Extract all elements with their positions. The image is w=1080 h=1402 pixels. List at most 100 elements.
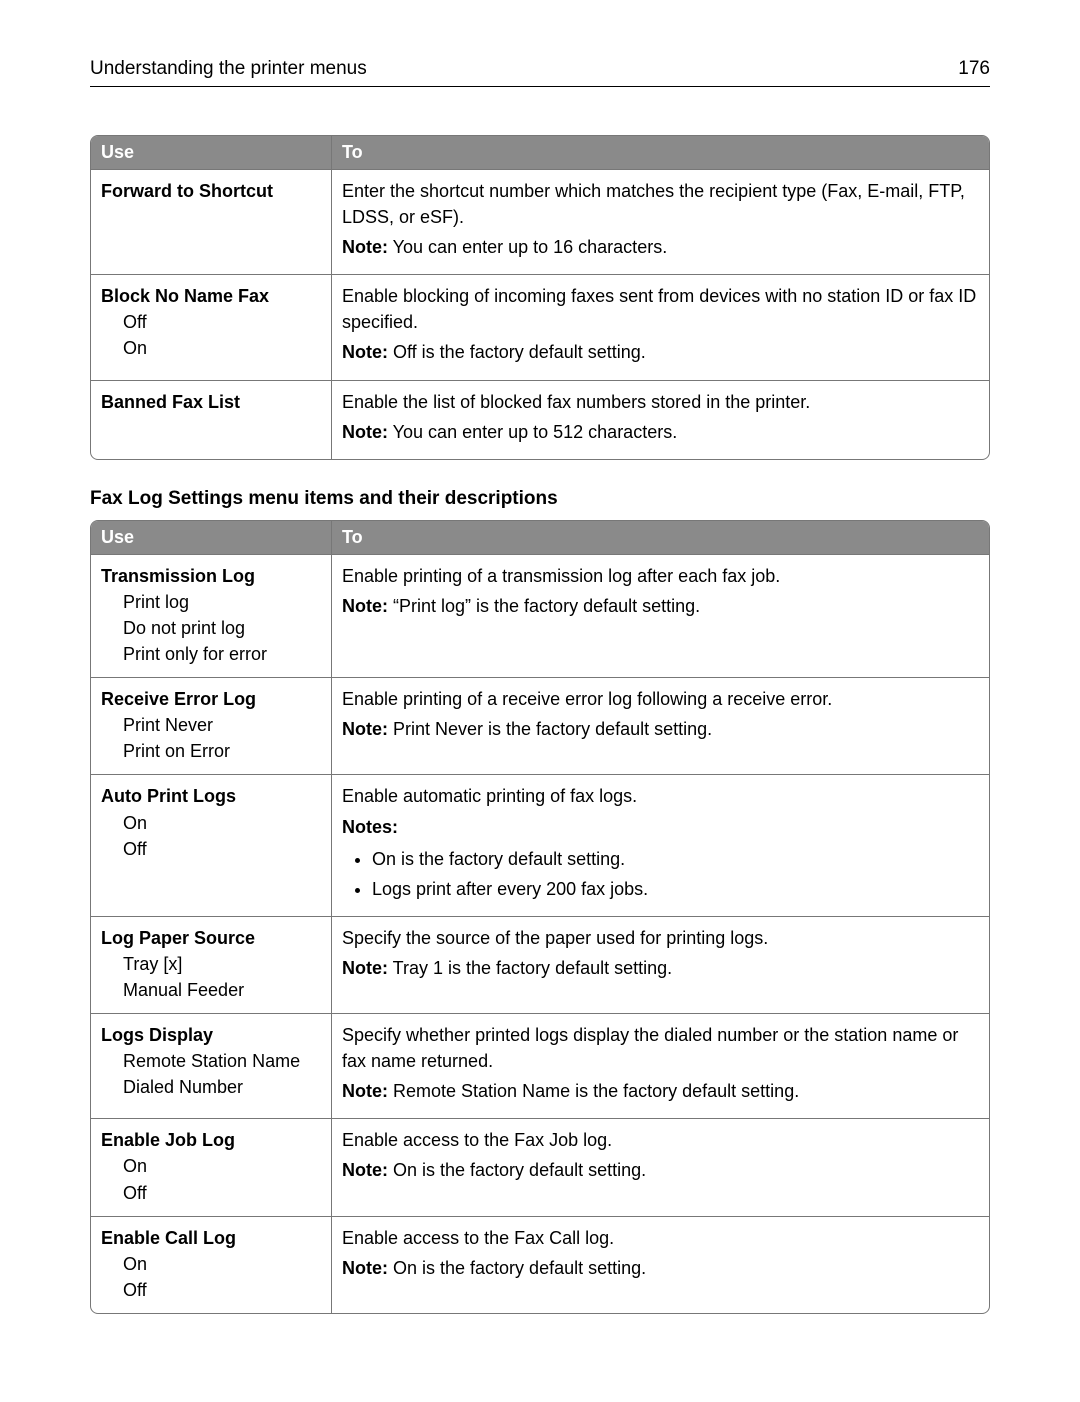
notes-bullets: On is the factory default setting. Logs p… xyxy=(342,846,979,902)
setting-option: Off xyxy=(123,1180,321,1206)
table-2-header-to: To xyxy=(331,521,989,554)
setting-option: On xyxy=(123,810,321,836)
note-line: Note: “Print log” is the factory default… xyxy=(342,593,979,619)
table-1-header-use: Use xyxy=(91,136,331,169)
description-text: Enable printing of a receive error log f… xyxy=(342,686,979,712)
setting-option: Print Never xyxy=(123,712,321,738)
table-1-header-to: To xyxy=(331,136,989,169)
description-cell: Enable access to the Fax Call log. Note: … xyxy=(331,1216,989,1313)
description-cell: Enter the shortcut number which matches … xyxy=(331,169,989,274)
description-text: Enable blocking of incoming faxes sent f… xyxy=(342,283,979,335)
note-label: Note: xyxy=(342,1081,388,1101)
table-row: Enable Job LogOnOffEnable access to the … xyxy=(91,1118,989,1215)
description-text: Enter the shortcut number which matches … xyxy=(342,178,979,230)
setting-option: Off xyxy=(123,1277,321,1303)
note-label: Note: xyxy=(342,958,388,978)
table-row: Receive Error LogPrint NeverPrint on Err… xyxy=(91,677,989,774)
table-2: Use To Transmission LogPrint logDo not p… xyxy=(90,520,990,1314)
setting-name: Logs Display xyxy=(101,1022,321,1048)
description-text: Specify whether printed logs display the… xyxy=(342,1022,979,1074)
setting-name: Transmission Log xyxy=(101,563,321,589)
table-row: Log Paper SourceTray [x]Manual FeederSpe… xyxy=(91,916,989,1013)
setting-option: On xyxy=(123,1251,321,1277)
note-text: On is the factory default setting. xyxy=(388,1160,646,1180)
setting-options: OffOn xyxy=(101,309,321,361)
description-text: Enable printing of a transmission log af… xyxy=(342,563,979,589)
setting-cell: Block No Name FaxOffOn xyxy=(91,274,331,379)
note-line: Note: Print Never is the factory default… xyxy=(342,716,979,742)
notes-label: Notes: xyxy=(342,814,979,840)
setting-option: On xyxy=(123,1153,321,1179)
note-label: Note: xyxy=(342,1160,388,1180)
note-text: On is the factory default setting. xyxy=(388,1258,646,1278)
setting-option: Do not print log xyxy=(123,615,321,641)
description-cell: Enable automatic printing of fax logs. No… xyxy=(331,774,989,915)
note-bullet: Logs print after every 200 fax jobs. xyxy=(372,876,979,902)
table-row: Block No Name FaxOffOnEnable blocking of… xyxy=(91,274,989,379)
note-label: Note: xyxy=(342,422,388,442)
description-cell: Enable printing of a receive error log f… xyxy=(331,677,989,774)
table-2-header-use: Use xyxy=(91,521,331,554)
page-title: Understanding the printer menus xyxy=(90,58,367,80)
setting-option: Manual Feeder xyxy=(123,977,321,1003)
setting-name: Banned Fax List xyxy=(101,389,321,415)
setting-option: Print only for error xyxy=(123,641,321,667)
setting-options: Print logDo not print logPrint only for … xyxy=(101,589,321,667)
description-cell: Specify the source of the paper used for… xyxy=(331,916,989,1013)
page: Understanding the printer menus 176 Use … xyxy=(0,0,1080,1402)
setting-option: Tray [x] xyxy=(123,951,321,977)
description-text: Enable automatic printing of fax logs. xyxy=(342,783,979,809)
description-text: Enable the list of blocked fax numbers s… xyxy=(342,389,979,415)
note-label: Note: xyxy=(342,1258,388,1278)
setting-option: On xyxy=(123,335,321,361)
setting-option: Print log xyxy=(123,589,321,615)
setting-name: Auto Print Logs xyxy=(101,783,321,809)
setting-cell: Auto Print LogsOnOff xyxy=(91,774,331,915)
setting-name: Enable Call Log xyxy=(101,1225,321,1251)
note-line: Note: Remote Station Name is the factory… xyxy=(342,1078,979,1104)
table-row: Transmission LogPrint logDo not print lo… xyxy=(91,554,989,677)
description-text: Enable access to the Fax Call log. xyxy=(342,1225,979,1251)
page-header: Understanding the printer menus 176 xyxy=(90,58,990,87)
setting-options: OnOff xyxy=(101,1153,321,1205)
table-row: Forward to Shortcut Enter the shortcut nu… xyxy=(91,169,989,274)
note-label: Note: xyxy=(342,596,388,616)
note-label: Note: xyxy=(342,237,388,257)
description-cell: Specify whether printed logs display the… xyxy=(331,1013,989,1118)
setting-option: Dialed Number xyxy=(123,1074,321,1100)
note-text: You can enter up to 16 characters. xyxy=(388,237,667,257)
note-text: Remote Station Name is the factory defau… xyxy=(388,1081,799,1101)
setting-cell: Logs DisplayRemote Station NameDialed Nu… xyxy=(91,1013,331,1118)
section-title-fax-log: Fax Log Settings menu items and their de… xyxy=(90,488,990,510)
description-cell: Enable the list of blocked fax numbers s… xyxy=(331,380,989,459)
setting-option: Print on Error xyxy=(123,738,321,764)
table-row: Auto Print LogsOnOffEnable automatic pri… xyxy=(91,774,989,915)
setting-options: OnOff xyxy=(101,1251,321,1303)
setting-cell: Banned Fax List xyxy=(91,380,331,459)
note-line: Note: On is the factory default setting. xyxy=(342,1255,979,1281)
description-cell: Enable blocking of incoming faxes sent f… xyxy=(331,274,989,379)
note-bullet: On is the factory default setting. xyxy=(372,846,979,872)
setting-option: Remote Station Name xyxy=(123,1048,321,1074)
note-line: Note: You can enter up to 16 characters. xyxy=(342,234,979,260)
table-2-body: Transmission LogPrint logDo not print lo… xyxy=(91,554,989,1313)
description-cell: Enable printing of a transmission log af… xyxy=(331,554,989,677)
setting-cell: Forward to Shortcut xyxy=(91,169,331,274)
setting-cell: Transmission LogPrint logDo not print lo… xyxy=(91,554,331,677)
setting-name: Block No Name Fax xyxy=(101,283,321,309)
note-label: Note: xyxy=(342,342,388,362)
table-row: Enable Call LogOnOffEnable access to the… xyxy=(91,1216,989,1313)
note-text: Tray 1 is the factory default setting. xyxy=(388,958,672,978)
table-1: Use To Forward to Shortcut Enter the shor… xyxy=(90,135,990,460)
setting-name: Forward to Shortcut xyxy=(101,178,321,204)
setting-options: Remote Station NameDialed Number xyxy=(101,1048,321,1100)
note-label: Note: xyxy=(342,719,388,739)
table-row: Logs DisplayRemote Station NameDialed Nu… xyxy=(91,1013,989,1118)
note-text: Print Never is the factory default setti… xyxy=(388,719,712,739)
note-line: Note: On is the factory default setting. xyxy=(342,1157,979,1183)
note-line: Note: Off is the factory default setting… xyxy=(342,339,979,365)
setting-cell: Enable Call LogOnOff xyxy=(91,1216,331,1313)
note-text: “Print log” is the factory default setti… xyxy=(388,596,700,616)
setting-options: Tray [x]Manual Feeder xyxy=(101,951,321,1003)
setting-option: Off xyxy=(123,309,321,335)
